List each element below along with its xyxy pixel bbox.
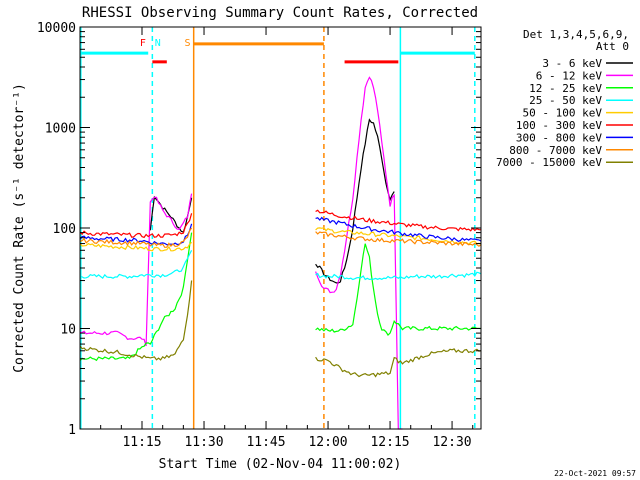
- x-axis: 11:15 11:30 11:45 12:00 12:15 12:30: [100, 27, 474, 450]
- legend-label-3: 25 - 50 keV: [529, 94, 602, 107]
- x-tick-label-2: 11:45: [246, 435, 285, 450]
- series-line-6-1: [315, 216, 482, 242]
- series-line-0-1: [315, 118, 395, 284]
- x-tick-label-3: 12:00: [308, 435, 347, 450]
- series-line-1-1: [315, 76, 403, 430]
- legend-label-5: 100 - 300 keV: [516, 119, 602, 132]
- x-tick-label-1: 11:30: [184, 435, 223, 450]
- x-tick-label-0: 11:15: [122, 435, 161, 450]
- legend-label-8: 7000 - 15000 keV: [496, 156, 602, 169]
- legend-label-4: 50 - 100 keV: [523, 107, 603, 120]
- series-line-7-1: [315, 231, 482, 247]
- legend-label-1: 6 - 12 keV: [536, 69, 603, 82]
- x-tick-label-4: 12:15: [370, 435, 409, 450]
- series-line-3-0: [79, 250, 193, 280]
- legend-label-2: 12 - 25 keV: [529, 82, 602, 95]
- legend-label-7: 800 - 7000 keV: [509, 144, 602, 157]
- series-line-1-0: [79, 193, 193, 347]
- series-line-7-0: [79, 227, 193, 248]
- series-line-2-1: [315, 243, 482, 336]
- y-tick-label-1: 10: [60, 323, 76, 338]
- legend-label-6: 300 - 800 keV: [516, 131, 602, 144]
- y-tick-label-0: 1: [68, 423, 76, 438]
- series-line-8-1: [315, 348, 482, 378]
- annotation-n: N: [155, 38, 161, 49]
- timestamp: 22-Oct-2021 09:57: [554, 469, 636, 478]
- y-tick-label-4: 10000: [37, 21, 76, 36]
- y-axis: 1 10 100 1000 10000: [37, 21, 481, 438]
- series-line-4-1: [315, 227, 482, 246]
- series-line-8-0: [79, 280, 193, 361]
- chart-title: RHESSI Observing Summary Count Rates, Co…: [82, 5, 478, 21]
- x-axis-label: Start Time (02-Nov-04 11:00:02): [159, 457, 402, 472]
- series-line-5-1: [315, 209, 482, 232]
- y-tick-label-3: 1000: [45, 122, 76, 137]
- legend-header-1: Att 0: [596, 40, 629, 53]
- x-tick-label-5: 12:30: [432, 435, 471, 450]
- y-tick-label-2: 100: [53, 222, 76, 237]
- legend-label-0: 3 - 6 keV: [542, 57, 602, 70]
- annotation-s: S: [184, 38, 190, 49]
- series-line-4-0: [79, 241, 193, 252]
- series-line-5-0: [79, 213, 193, 239]
- annotation-f: F: [140, 38, 146, 49]
- legend-header-0: Det 1,3,4,5,6,9,: [523, 28, 629, 41]
- series-line-3-1: [315, 271, 482, 281]
- y-axis-label: Corrected Count Rate (s⁻¹ detector⁻¹): [12, 83, 27, 373]
